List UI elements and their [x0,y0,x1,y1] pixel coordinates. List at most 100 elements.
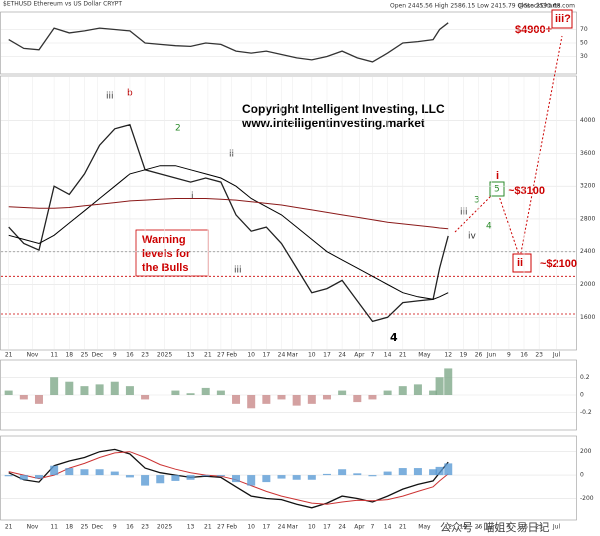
bar [262,395,271,404]
bar [19,395,28,400]
warning: the Bulls [142,262,188,274]
bar [307,395,316,404]
y-tick-label: 3200 [580,183,595,190]
bar [353,473,362,476]
x-tick-label: 21 [204,352,212,359]
x-tick-label: 11 [50,352,58,359]
watermark: 公众号 · 喵姐交易日记 [440,520,550,534]
bar [413,468,422,476]
x-tick-label: 16 [126,524,134,531]
x-tick-label: 24 [278,524,286,531]
bar [247,395,256,409]
bar [429,469,438,476]
series-line [8,165,449,300]
y-tick-label: 3600 [580,150,595,157]
x-tick-label: 16 [520,352,528,359]
x-tick-label: Apr [354,524,365,531]
projection [454,35,563,260]
x-tick-label: 17 [323,524,331,531]
bar [141,395,150,400]
bar [201,387,210,395]
target-high: $4900+ [515,24,552,36]
x-tick-label: Feb [226,352,237,359]
x-tick-label: 21 [5,352,13,359]
bar [65,468,74,476]
x-tick-label: 18 [65,352,73,359]
source: @StockCharts.com [518,3,575,10]
bar [435,466,444,476]
x-tick-label: 24 [278,352,286,359]
x-tick-label: 21 [399,352,407,359]
x-tick-label: 21 [204,524,212,531]
bar [292,395,301,406]
x-tick-label: 24 [338,352,346,359]
bar [171,390,180,395]
target-low-wave: ii [517,257,523,269]
x-tick-label: Apr [354,352,365,359]
y-tick-label: 50 [580,40,588,47]
bar [34,395,43,404]
warning: Warning [142,234,186,246]
bar [216,475,225,477]
wave-box [512,253,532,273]
x-tick-label: 12 [444,352,452,359]
y-tick-label: 0.2 [580,374,590,381]
series-line [8,448,449,509]
wave-label: i [191,192,194,202]
x-tick-label: 17 [263,352,271,359]
x-tick-label: 25 [81,524,89,531]
x-tick-label: Nov [27,352,39,359]
x-tick-label: 12 [444,524,452,531]
x-tick-label: 10 [308,352,316,359]
series-line [8,198,449,230]
x-tick-label: 17 [263,524,271,531]
bar [110,381,119,395]
quote: Open 2445.56 High 2586.15 Low 2415.79 Cl… [390,3,561,10]
x-tick-label: May [418,352,431,359]
bar [110,471,119,476]
bar [65,381,74,395]
y-tick-label: 0 [580,472,584,479]
macd-panel [0,435,577,521]
bar [322,473,331,476]
bar [444,368,453,395]
bar [95,469,104,476]
x-tick-label: May [418,524,431,531]
x-tick-label: Jul [552,352,561,359]
x-tick-label: 19 [460,352,468,359]
bar [80,469,89,476]
bar [80,386,89,395]
wave-label: 3 [474,196,480,206]
bar [353,395,362,403]
bar [125,475,134,478]
wave-label: iii [460,208,468,218]
x-tick-label: 10 [308,524,316,531]
x-tick-label: 9 [507,352,511,359]
x-tick-label: 21 [5,524,13,531]
x-tick-label: Dec [92,524,104,531]
bar [292,475,301,480]
x-tick-label: Feb [226,524,237,531]
bar [322,395,331,400]
bar [277,475,286,479]
x-tick-label: 2025 [157,524,172,531]
y-tick-label: 70 [580,26,588,33]
wave-label: iv [468,232,477,242]
target-mid-wave: 5 [494,185,500,195]
wave-label: 4 [390,331,398,344]
bar [444,463,453,476]
x-tick-label: 9 [507,524,511,531]
x-tick-label: 13 [187,352,195,359]
x-tick-label: Mar [287,352,299,359]
bar [398,468,407,476]
bar [141,475,150,486]
bar [413,384,422,395]
bar [4,475,13,477]
y-tick-label: 30 [580,53,588,60]
x-tick-label: Jul [552,524,561,531]
bar [95,384,104,395]
bar [19,475,28,480]
x-tick-label: 23 [535,524,543,531]
bar [156,475,165,484]
x-tick-label: 2025 [157,352,172,359]
